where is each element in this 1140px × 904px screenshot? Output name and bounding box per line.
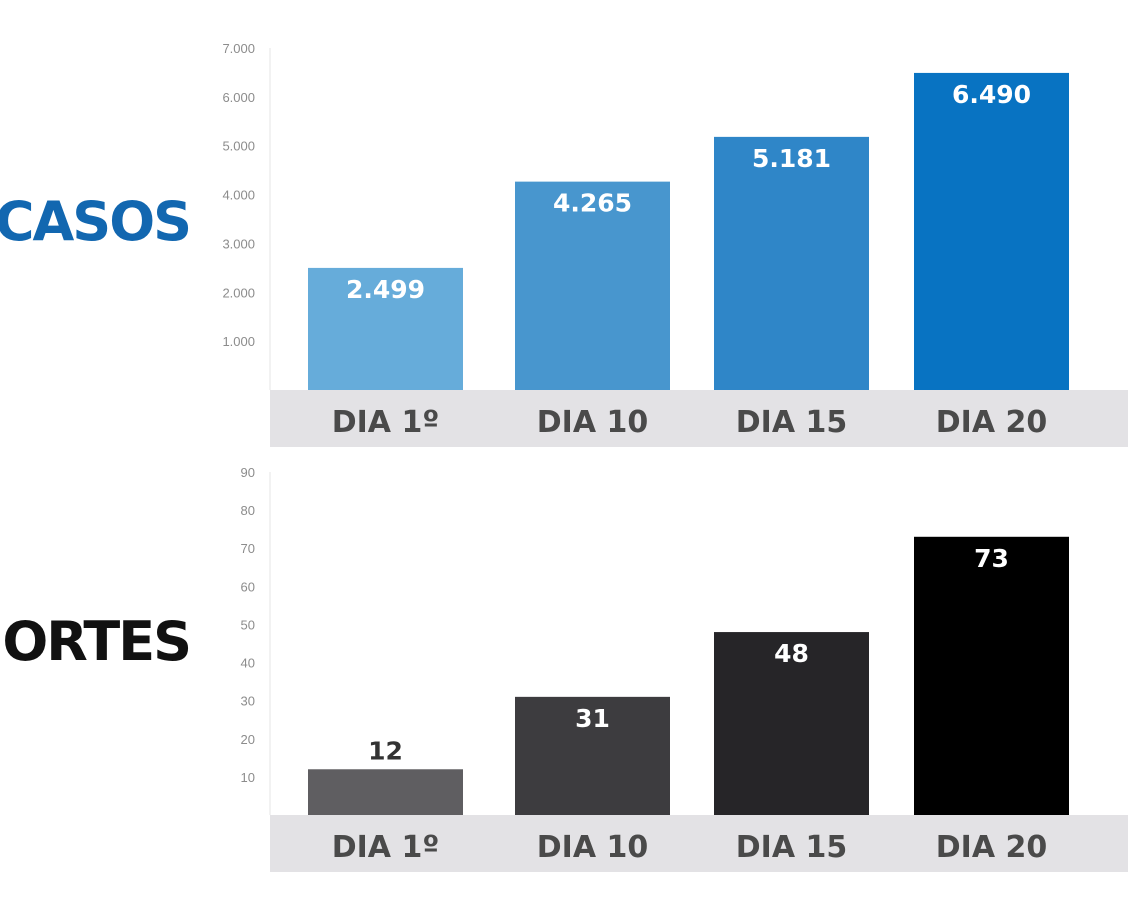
mortes-y-tick-label: 90	[241, 465, 255, 480]
casos-category-label: DIA 20	[936, 405, 1047, 440]
mortes-chart-title: MORTES	[0, 610, 190, 673]
casos-y-tick-label: 7.000	[222, 41, 255, 56]
casos-bar	[515, 181, 670, 390]
mortes-category-label: DIA 15	[736, 830, 847, 865]
casos-bar	[714, 136, 869, 390]
casos-chart-title: CASOS	[0, 190, 190, 253]
mortes-bar	[914, 536, 1069, 815]
mortes-y-tick-label: 80	[241, 503, 255, 518]
mortes-bar	[515, 696, 670, 815]
mortes-y-tick-label: 30	[241, 694, 255, 709]
casos-y-tick-label: 3.000	[222, 236, 255, 251]
mortes-data-label: 73	[974, 544, 1009, 573]
mortes-category-band	[270, 815, 1128, 872]
casos-category-label: DIA 15	[736, 405, 847, 440]
casos-data-label: 2.499	[346, 275, 425, 304]
casos-y-tick-label: 1.000	[222, 334, 255, 349]
casos-y-tick-label: 5.000	[222, 139, 255, 154]
casos-y-tick-label: 4.000	[222, 188, 255, 203]
casos-data-label: 5.181	[752, 144, 831, 173]
casos-y-tick-label: 2.000	[222, 285, 255, 300]
casos-category-label: DIA 1º	[332, 405, 440, 440]
mortes-bar	[308, 769, 463, 815]
mortes-y-tick-label: 50	[241, 617, 255, 632]
mortes-y-tick-label: 20	[241, 732, 255, 747]
casos-y-tick-label: 6.000	[222, 90, 255, 105]
mortes-y-tick-label: 70	[241, 541, 255, 556]
mortes-y-tick-label: 60	[241, 579, 255, 594]
mortes-data-label: 48	[774, 639, 809, 668]
mortes-category-label: DIA 10	[537, 830, 648, 865]
mortes-category-label: DIA 20	[936, 830, 1047, 865]
casos-bar	[308, 267, 463, 390]
mortes-y-tick-label: 10	[241, 770, 255, 785]
casos-data-label: 4.265	[553, 189, 632, 218]
mortes-category-label: DIA 1º	[332, 830, 440, 865]
casos-data-label: 6.490	[952, 80, 1031, 109]
mortes-data-label: 12	[368, 736, 403, 765]
mortes-data-label: 31	[575, 704, 610, 733]
casos-bar	[914, 72, 1069, 390]
casos-category-band	[270, 390, 1128, 447]
casos-category-label: DIA 10	[537, 405, 648, 440]
mortes-bar	[714, 632, 869, 815]
mortes-y-tick-label: 40	[241, 656, 255, 671]
